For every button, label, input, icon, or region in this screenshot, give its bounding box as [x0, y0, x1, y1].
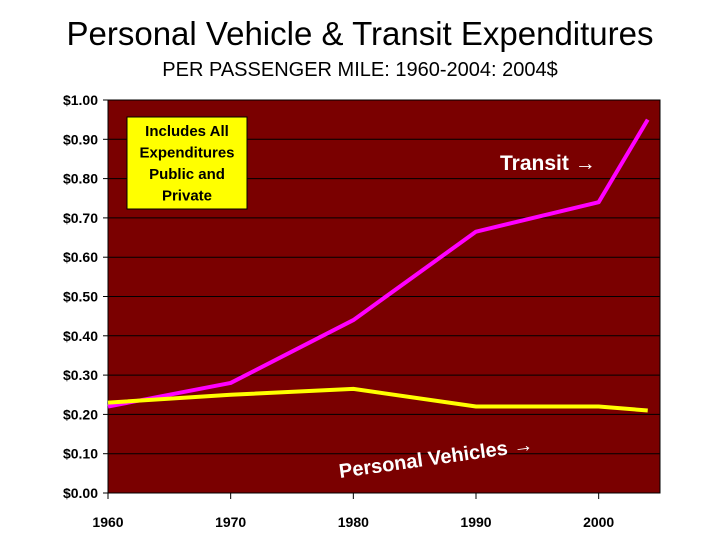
x-tick-label: 1960: [92, 514, 123, 530]
note-box: Includes All Expenditures Public and Privat…: [126, 116, 248, 210]
y-tick-label: $0.40: [63, 328, 98, 344]
note-box-text: Private: [162, 188, 212, 205]
y-tick-label: $0.80: [63, 171, 98, 187]
series-label-transit: Transit →: [500, 152, 596, 175]
x-tick-label: 2000: [583, 514, 614, 530]
y-tick-label: $0.70: [63, 210, 98, 226]
series-lines: [107, 118, 650, 413]
y-tick-label: $0.60: [63, 249, 98, 265]
y-tick-label: $0.90: [63, 131, 98, 147]
chart-subtitle: PER PASSENGER MILE: 1960-2004: 2004$: [162, 59, 558, 81]
y-tick-label: $0.00: [63, 485, 98, 501]
chart-title: Personal Vehicle & Transit Expenditures: [66, 15, 654, 52]
x-tick-label: 1990: [460, 514, 491, 530]
note-box-text: Includes All: [145, 123, 229, 140]
y-tick-label: $1.00: [63, 92, 98, 108]
y-tick-label: $0.50: [63, 289, 98, 305]
y-tick-label: $0.30: [63, 367, 98, 383]
note-box-frame: [126, 116, 248, 210]
y-axis: $0.00 $0.10 $0.20 $0.30 $0.40 $0.50 $0.60 $0.70…: [63, 92, 109, 501]
x-tick-label: 1970: [215, 514, 246, 530]
note-box-text: Expenditures: [139, 145, 234, 162]
series-line-transit: [107, 118, 650, 409]
series-line-personal-vehicles: [107, 386, 648, 413]
x-axis: 1960 1970 1980 1990 2000: [92, 492, 660, 530]
y-tick-label: $0.10: [63, 446, 98, 462]
x-tick-label: 1980: [338, 514, 369, 530]
note-box-text: Public and: [149, 166, 225, 183]
y-tick-label: $0.20: [63, 406, 98, 422]
